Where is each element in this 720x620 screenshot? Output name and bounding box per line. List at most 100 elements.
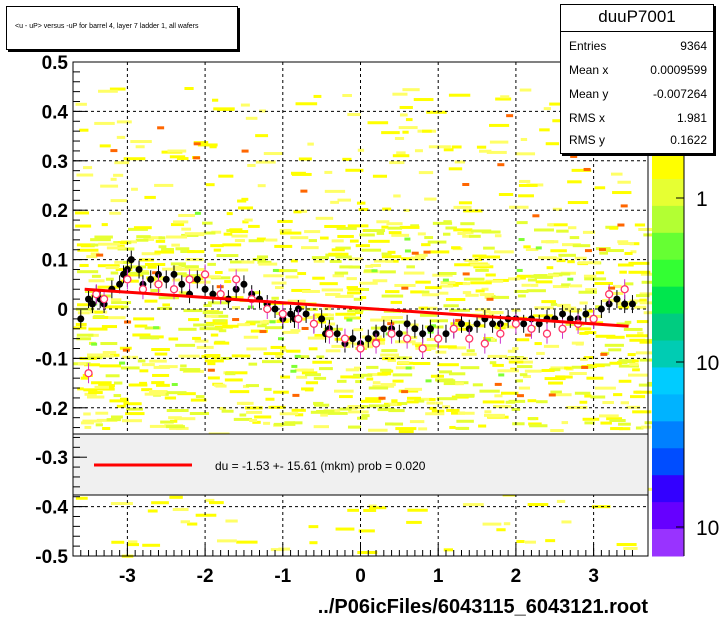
density-cell xyxy=(151,381,165,385)
density-cell xyxy=(641,425,652,429)
density-cell xyxy=(617,240,629,244)
density-cell xyxy=(97,285,120,289)
density-cell xyxy=(561,520,572,524)
density-cell xyxy=(484,410,492,414)
density-cell xyxy=(475,289,485,293)
density-cell xyxy=(156,383,170,387)
density-cell xyxy=(545,539,556,543)
density-cell xyxy=(608,348,622,352)
density-cell xyxy=(451,145,462,149)
density-cell xyxy=(429,319,448,323)
density-cell xyxy=(209,501,224,505)
density-cell xyxy=(81,421,94,425)
stats-value: 1.981 xyxy=(676,111,707,125)
density-cell-hot xyxy=(387,322,395,326)
density-cell xyxy=(280,375,291,379)
density-cell xyxy=(370,326,389,330)
density-cell xyxy=(214,325,233,329)
density-cell xyxy=(519,88,532,92)
density-cell xyxy=(209,145,217,149)
density-cell xyxy=(462,234,472,238)
density-cell xyxy=(429,397,436,401)
density-cell xyxy=(472,254,487,258)
density-cell xyxy=(453,228,473,232)
density-cell xyxy=(111,540,125,544)
y-tick-label: -0.3 xyxy=(35,448,68,469)
profile-point-open xyxy=(84,369,93,378)
density-cell xyxy=(98,384,115,388)
density-cell xyxy=(346,277,357,281)
density-cell xyxy=(470,229,492,233)
density-cell xyxy=(533,228,554,232)
density-cell xyxy=(249,418,258,422)
density-cell xyxy=(424,236,434,240)
density-cell-green xyxy=(404,237,411,241)
profile-point xyxy=(458,320,466,328)
density-cell xyxy=(88,279,105,283)
density-cell xyxy=(376,340,385,344)
stats-value: 0.1622 xyxy=(670,133,707,147)
density-cell xyxy=(368,506,387,510)
density-cell xyxy=(183,309,203,313)
density-cell xyxy=(128,540,138,544)
density-cell-hot xyxy=(462,272,470,276)
density-cell xyxy=(442,405,451,409)
density-cell xyxy=(139,270,149,274)
density-cell xyxy=(203,231,216,235)
density-cell xyxy=(331,344,351,348)
density-cell xyxy=(403,271,425,275)
density-cell xyxy=(246,320,264,324)
density-cell xyxy=(189,268,205,272)
density-cell xyxy=(527,503,549,507)
density-cell xyxy=(419,313,438,317)
density-cell xyxy=(110,415,123,419)
density-cell xyxy=(618,422,631,426)
profile-point xyxy=(88,300,96,308)
density-cell xyxy=(394,283,416,287)
profile-point xyxy=(287,310,295,318)
density-cell xyxy=(575,327,592,331)
density-cell xyxy=(494,234,502,238)
density-cell xyxy=(624,282,634,286)
density-cell xyxy=(335,294,354,298)
profile-point xyxy=(426,325,434,333)
density-cell xyxy=(254,415,272,419)
density-cell-hot xyxy=(506,114,514,118)
density-cell xyxy=(583,356,594,360)
x-tick-label: 0 xyxy=(355,566,366,587)
density-cell xyxy=(632,368,640,372)
profile-point-open xyxy=(99,294,109,304)
density-cell xyxy=(628,373,648,377)
stats-label: RMS y xyxy=(569,133,605,147)
density-cell xyxy=(418,171,434,175)
density-cell xyxy=(142,543,161,547)
density-cell xyxy=(574,256,587,260)
density-cell xyxy=(319,236,329,240)
density-cell xyxy=(639,298,647,302)
density-cell xyxy=(331,248,345,252)
density-cell xyxy=(494,394,503,398)
density-cell xyxy=(125,273,144,277)
density-cell xyxy=(295,102,318,106)
colorbar-segment xyxy=(652,178,684,207)
density-cell xyxy=(500,95,510,99)
density-cell xyxy=(567,180,582,184)
density-cell xyxy=(258,262,278,266)
density-cell xyxy=(579,331,589,335)
density-cell xyxy=(176,157,189,161)
profile-point xyxy=(302,310,310,318)
density-cell xyxy=(149,424,168,428)
density-cell xyxy=(458,201,472,205)
profile-point xyxy=(77,315,85,323)
density-cell xyxy=(454,263,473,267)
density-cell xyxy=(455,426,470,430)
density-cell xyxy=(311,256,330,260)
colorbar-segment xyxy=(652,421,684,449)
density-cell xyxy=(342,157,352,161)
density-cell xyxy=(456,419,474,423)
density-cell xyxy=(380,368,392,372)
density-cell-hot xyxy=(110,149,118,153)
density-cell xyxy=(437,363,459,367)
density-cell xyxy=(475,308,491,312)
density-cell xyxy=(290,329,301,333)
